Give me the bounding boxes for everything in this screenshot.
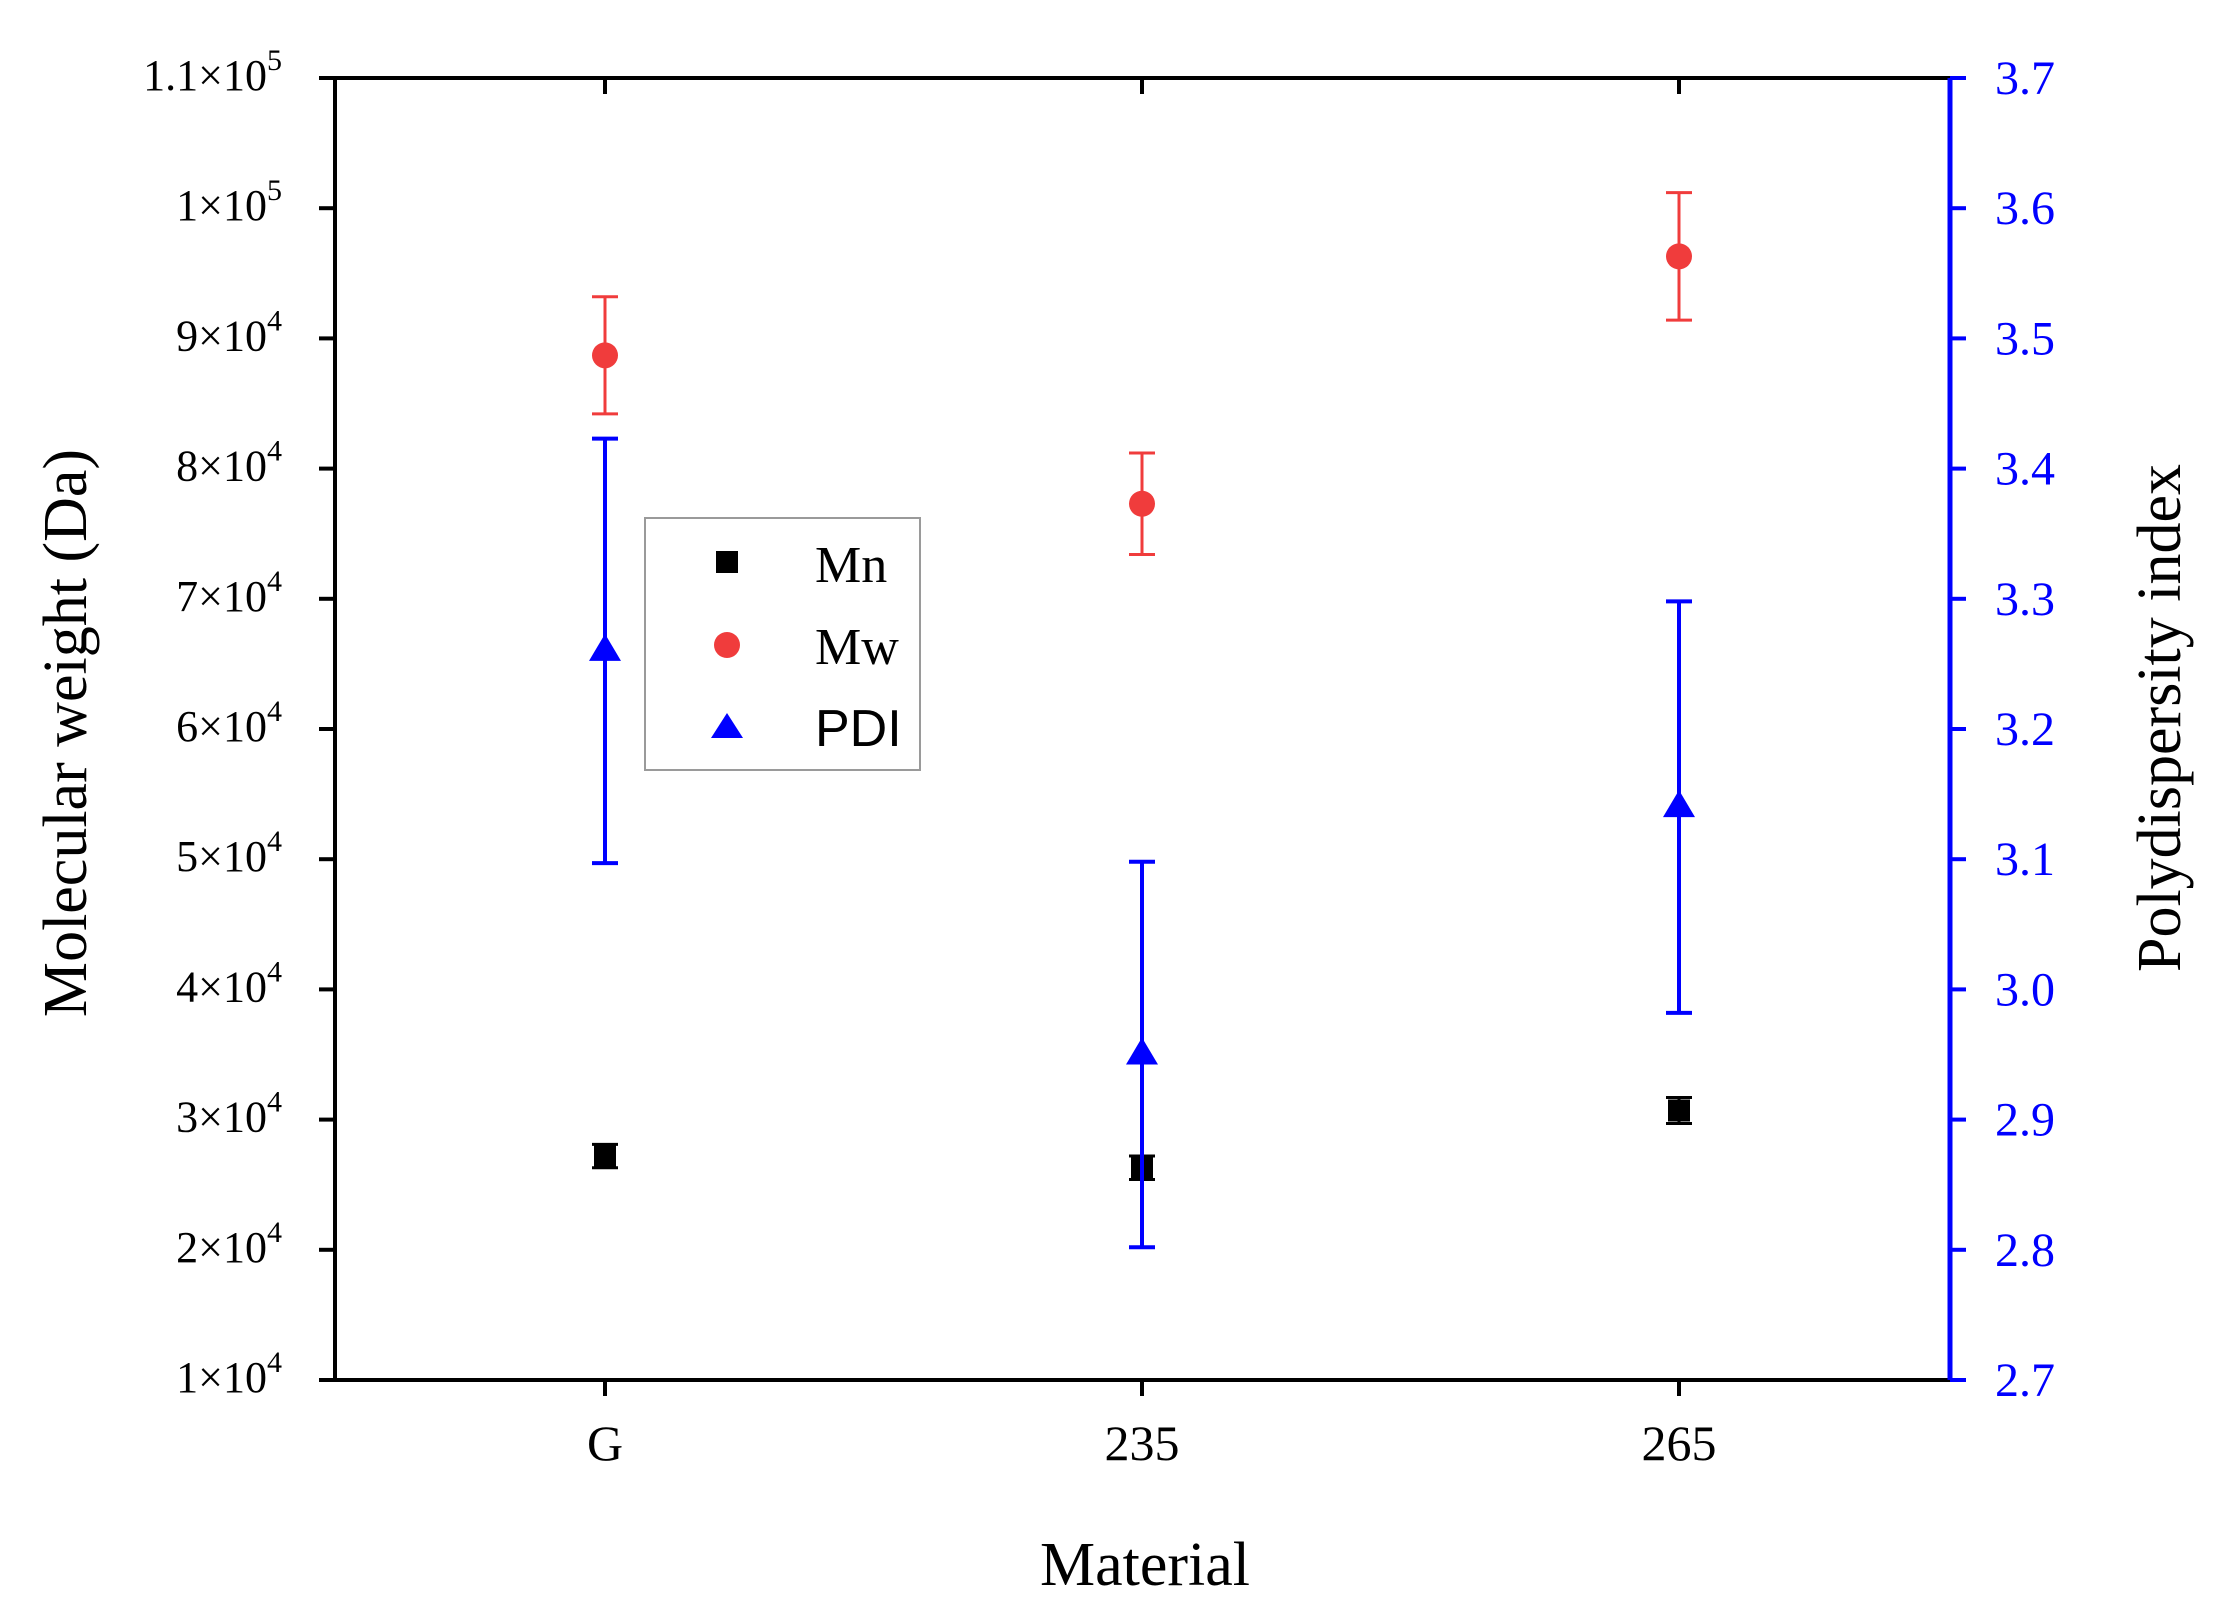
y-tick-label: 1.1×105 — [143, 44, 282, 100]
mw-point — [592, 342, 618, 369]
y-tick-label: 6×104 — [176, 695, 282, 751]
mn-point — [594, 1145, 616, 1168]
mn-point — [1668, 1099, 1690, 1122]
y-tick-label: 9×104 — [176, 304, 282, 360]
series-pdi — [589, 436, 1695, 1250]
x-axis-ticks: G 235 265 — [587, 78, 1717, 1471]
y-tick-label: 8×104 — [176, 435, 282, 491]
y2-tick-label: 3.3 — [1995, 573, 2055, 626]
x-tick-label: G — [587, 1415, 623, 1471]
y-tick-label: 4×104 — [176, 955, 282, 1011]
y2-tick-label: 3.4 — [1995, 443, 2055, 496]
y2-tick-label: 2.9 — [1995, 1094, 2055, 1147]
legend-pdi-label: PDI — [815, 700, 902, 758]
legend-mn-marker — [716, 551, 738, 573]
y-tick-label: 1×105 — [176, 174, 282, 230]
y2-tick-label: 2.8 — [1995, 1224, 2055, 1277]
x-tick-label: 265 — [1642, 1415, 1717, 1471]
y-axis-label: Molecular weight (Da) — [32, 449, 100, 1017]
y2-tick-label: 2.7 — [1995, 1354, 2055, 1407]
left-axis-ticks: 1×104 2×104 3×104 4×104 5×104 6×104 7×104 8×104… — [143, 44, 335, 1402]
y2-axis-label: Polydispersity index — [2126, 464, 2194, 972]
legend-mw-marker — [714, 632, 740, 658]
y2-tick-label: 3.2 — [1995, 703, 2055, 756]
data-marks — [589, 191, 1695, 1250]
pdi-point — [1126, 1037, 1158, 1065]
mw-point — [1666, 243, 1692, 270]
y-tick-label: 3×104 — [176, 1086, 282, 1142]
y2-tick-label: 3.7 — [1995, 52, 2055, 105]
x-axis-label: Material — [1040, 1531, 1250, 1599]
right-axis-ticks: 2.7 2.8 2.9 3.0 3.1 3.2 3.3 3.4 3.5 3.6 3.7 — [1950, 52, 2055, 1407]
y-tick-label: 5×104 — [176, 825, 282, 881]
y-tick-label: 2×104 — [176, 1216, 282, 1272]
legend-box — [644, 517, 921, 771]
y-tick-label: 7×104 — [176, 565, 282, 621]
legend-mn-label: Mn — [815, 537, 887, 594]
series-mw — [592, 191, 1692, 557]
x-tick-label: 235 — [1105, 1415, 1180, 1471]
y2-tick-label: 3.0 — [1995, 963, 2055, 1016]
y2-tick-label: 3.6 — [1995, 182, 2055, 235]
legend: Mn Mw PDI — [644, 517, 921, 771]
pdi-point — [1663, 790, 1695, 818]
y2-tick-label: 3.1 — [1995, 833, 2055, 886]
mw-point — [1129, 490, 1155, 517]
y2-tick-label: 3.5 — [1995, 312, 2055, 365]
pdi-point — [589, 633, 621, 661]
legend-pdi-marker — [711, 713, 743, 738]
y-tick-label: 1×104 — [176, 1346, 282, 1402]
legend-mw-label: Mw — [815, 619, 899, 676]
